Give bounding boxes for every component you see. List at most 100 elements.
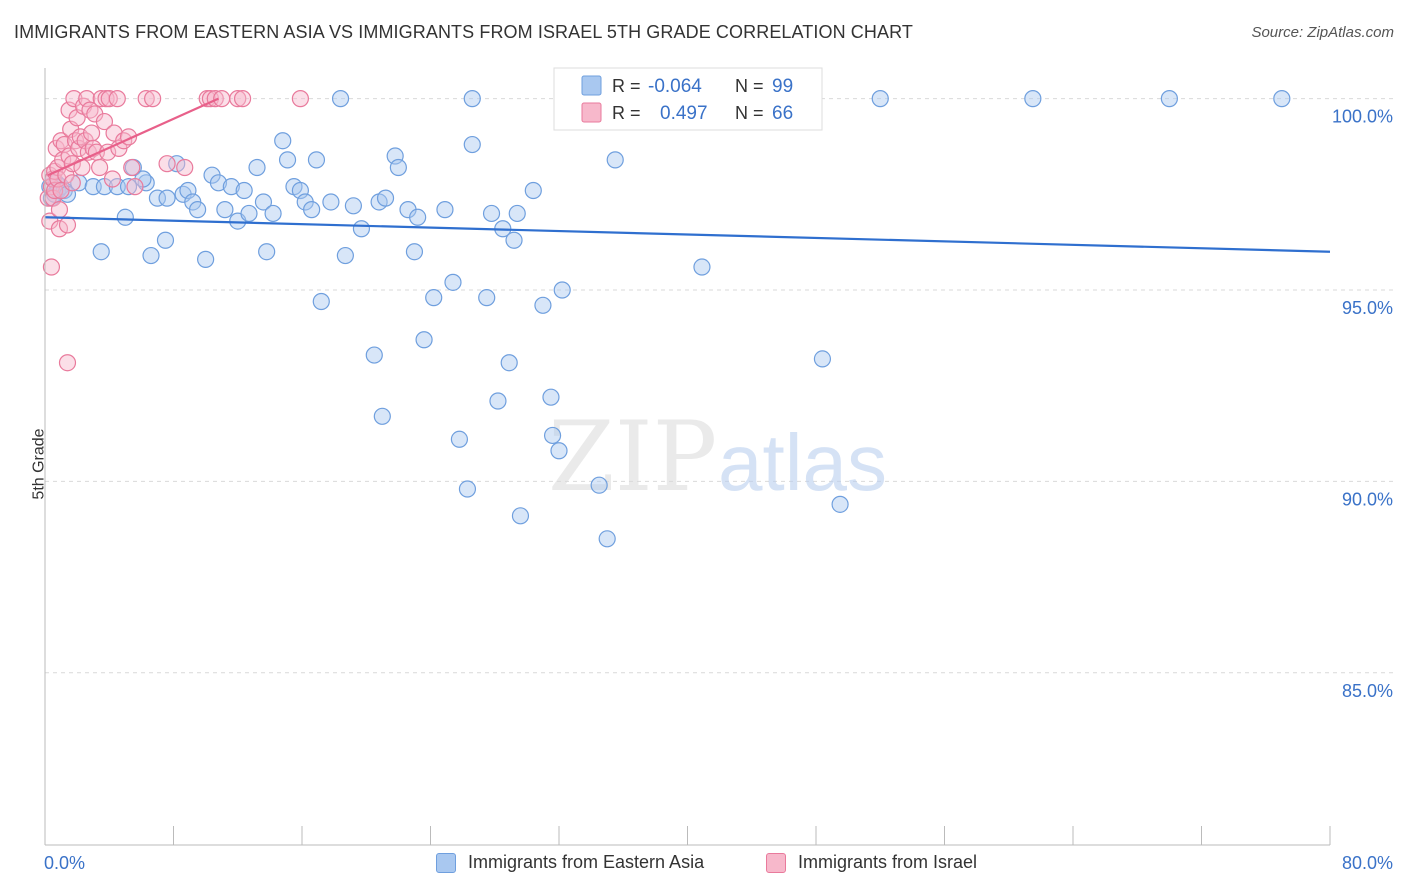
- data-point-blue: [240, 204, 258, 223]
- stats-r-value-blue: -0.064: [648, 76, 702, 97]
- y-tick-label: 100.0%: [1332, 107, 1393, 127]
- data-point-pink: [82, 124, 101, 142]
- data-point-blue: [534, 296, 552, 314]
- stats-swatch-pink: [581, 102, 602, 123]
- data-point-blue: [508, 204, 526, 223]
- data-point-blue: [278, 151, 297, 169]
- data-point-pink: [103, 170, 122, 188]
- data-point-blue: [312, 292, 330, 311]
- data-point-blue: [92, 243, 110, 261]
- data-point-blue: [119, 178, 138, 196]
- data-point-blue: [331, 90, 350, 108]
- data-point-blue: [500, 354, 518, 372]
- stats-n-value-blue: 99: [772, 76, 793, 97]
- data-point-blue: [871, 90, 889, 108]
- data-point-pink: [229, 90, 247, 108]
- data-point-pink: [58, 354, 77, 372]
- data-point-blue: [463, 90, 481, 108]
- data-point-blue: [543, 426, 562, 445]
- data-point-blue: [482, 204, 501, 223]
- data-point-pink: [176, 158, 194, 177]
- data-point-blue: [598, 530, 616, 548]
- data-point-blue: [542, 388, 560, 406]
- data-point-blue: [365, 346, 383, 364]
- legend-swatch-blue: [436, 852, 456, 873]
- trend-line-blue: [44, 216, 1331, 253]
- data-point-pink: [63, 174, 81, 192]
- chart-title: IMMIGRANTS FROM EASTERN ASIA VS IMMIGRAN…: [14, 22, 913, 42]
- data-point-blue: [1273, 90, 1291, 108]
- y-tick-label: 90.0%: [1342, 489, 1393, 509]
- data-point-blue: [478, 289, 496, 307]
- data-point-pink: [158, 155, 176, 173]
- stats-swatch-blue: [581, 75, 602, 96]
- legend-label-eastern-asia: Immigrants from Eastern Asia: [468, 852, 705, 872]
- data-point-blue: [264, 204, 282, 223]
- data-point-pink: [233, 90, 252, 108]
- stats-n-label-blue: N =: [735, 76, 764, 96]
- data-point-blue: [188, 201, 207, 219]
- data-point-blue: [274, 132, 292, 150]
- data-point-blue: [307, 151, 326, 169]
- trend-layer: [44, 97, 1331, 253]
- data-point-blue: [450, 430, 469, 448]
- data-point-blue: [505, 231, 523, 249]
- watermark-zip: ZIP: [548, 401, 717, 513]
- trend-line-pink: [47, 97, 219, 177]
- data-point-pink: [144, 90, 162, 108]
- data-point-pink: [137, 90, 155, 108]
- data-point-blue: [425, 289, 443, 307]
- legend-swatch-pink: [766, 852, 786, 873]
- data-point-pink: [291, 90, 309, 108]
- data-point-blue: [373, 407, 391, 425]
- data-point-blue: [813, 350, 832, 368]
- data-point-blue: [158, 189, 176, 207]
- points-layer: [39, 90, 1291, 548]
- data-point-blue: [444, 273, 462, 291]
- data-point-blue: [258, 243, 276, 261]
- stats-n-value-pink: 66: [772, 103, 793, 124]
- data-point-pink: [58, 216, 77, 234]
- source-label: Source: ZipAtlas.com: [1251, 24, 1394, 41]
- stats-box: R = -0.064 N = 99 R = 0.497 N = 66: [553, 67, 823, 131]
- data-point-blue: [344, 197, 362, 215]
- data-point-blue: [693, 258, 711, 276]
- data-point-blue: [322, 193, 340, 211]
- data-point-blue: [303, 201, 321, 219]
- data-point-pink: [95, 112, 114, 131]
- y-tick-label: 85.0%: [1342, 681, 1393, 701]
- x-tick-label-max: 80.0%: [1342, 853, 1393, 873]
- data-point-blue: [463, 135, 481, 154]
- legend-item-eastern-asia: Immigrants from Eastern Asia: [436, 852, 704, 873]
- stats-r-value-pink: 0.497: [660, 103, 708, 124]
- data-point-blue: [336, 246, 354, 265]
- data-point-blue: [254, 193, 273, 211]
- data-point-blue: [209, 174, 228, 192]
- data-point-pink: [123, 158, 141, 177]
- data-point-blue: [831, 495, 849, 513]
- data-point-blue: [376, 189, 395, 207]
- y-tick-label: 95.0%: [1342, 298, 1393, 318]
- data-point-blue: [511, 507, 530, 525]
- data-point-blue: [1024, 90, 1042, 108]
- stats-n-label-pink: N =: [735, 103, 764, 123]
- data-point-blue: [458, 480, 477, 498]
- watermark-atlas: atlas: [718, 418, 887, 507]
- data-point-blue: [248, 158, 266, 177]
- legend-item-israel: Immigrants from Israel: [766, 852, 977, 873]
- stats-r-label-pink: R =: [612, 103, 641, 123]
- data-point-blue: [590, 476, 608, 494]
- data-point-pink: [126, 178, 144, 196]
- data-point-blue: [235, 181, 253, 200]
- data-point-blue: [405, 243, 424, 261]
- data-point-blue: [415, 331, 433, 349]
- data-point-blue: [222, 178, 240, 196]
- data-point-blue: [156, 231, 175, 249]
- data-point-pink: [42, 258, 61, 276]
- data-point-blue: [116, 208, 134, 226]
- y-axis-label: 5th Grade: [30, 428, 48, 500]
- data-point-blue: [1160, 90, 1178, 108]
- data-point-blue: [606, 151, 624, 169]
- x-tick-label-min: 0.0%: [44, 853, 85, 873]
